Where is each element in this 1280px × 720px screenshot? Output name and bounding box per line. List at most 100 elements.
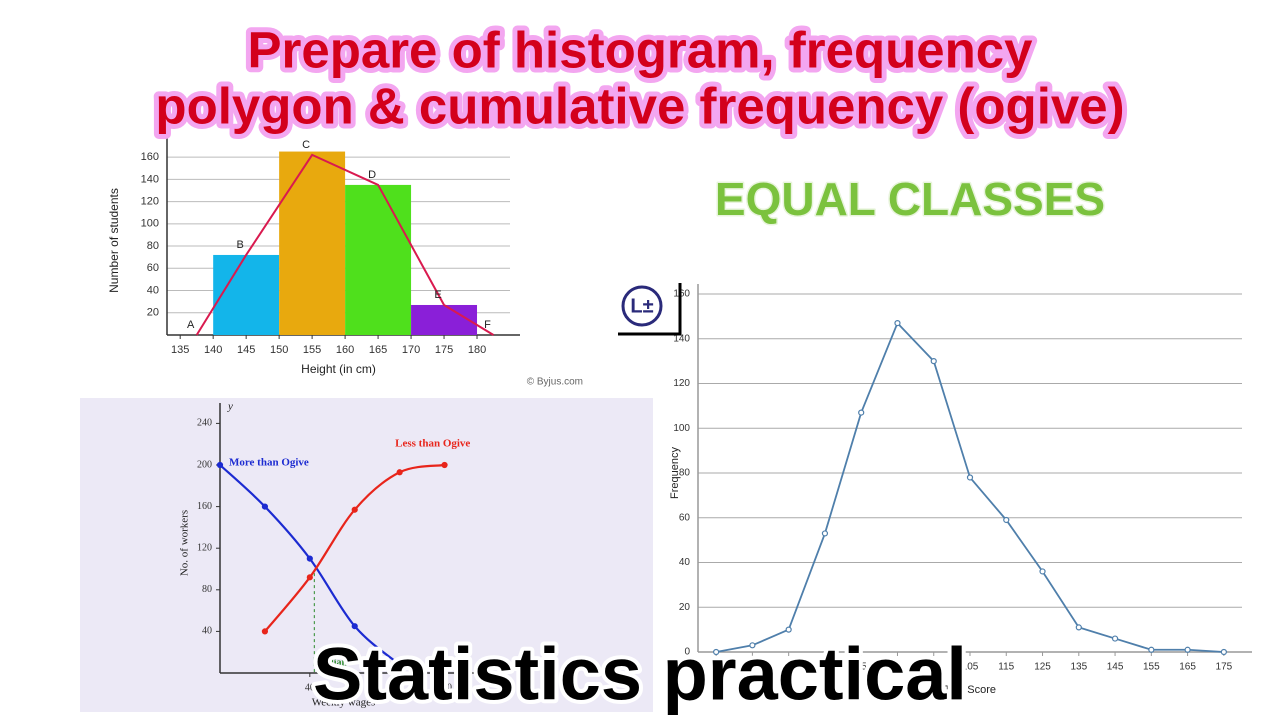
x-tick-label: 75 <box>856 662 868 673</box>
point <box>821 530 829 537</box>
chart: 40 80 120 160 200 240 40 60 100 Weekly wages No. o… <box>179 401 477 709</box>
point <box>1111 635 1119 642</box>
y-tick-label: 140 <box>673 333 690 344</box>
x-tick-label: 160 <box>336 344 354 356</box>
x-tick-label: 140 <box>204 344 222 356</box>
y-tick-label: 60 <box>147 262 159 274</box>
x-tick-label: 175 <box>435 344 453 356</box>
series-line <box>264 463 445 633</box>
x-tick-label: 105 <box>962 662 979 673</box>
x-axis-label: Height (in cm) <box>301 362 376 376</box>
x-tick-label: 40 <box>305 682 315 693</box>
y-tick-label: 160 <box>673 289 690 300</box>
point <box>351 506 358 513</box>
point <box>894 319 901 327</box>
title-line: Prepare of histogram, frequency <box>247 21 1033 78</box>
panel-background <box>80 398 653 712</box>
x-tick-label: 165 <box>369 344 387 356</box>
point-label: E <box>434 289 441 301</box>
point <box>1220 648 1227 656</box>
logo: L± <box>618 283 682 336</box>
point <box>441 461 448 469</box>
bar <box>345 184 412 335</box>
subtitle: EQUAL CLASSES <box>715 173 1105 225</box>
point <box>713 648 720 656</box>
y-tick-label: 60 <box>679 512 691 523</box>
point <box>966 474 974 481</box>
x-tick-label: 135 <box>1070 662 1087 673</box>
y-tick-label: 80 <box>147 240 159 252</box>
y-tick-label: 160 <box>197 501 212 512</box>
y-tick-label: 100 <box>673 423 690 434</box>
point-label: A <box>187 319 195 331</box>
y-tick-label: 120 <box>673 378 690 389</box>
logo-circle <box>621 285 663 327</box>
x-tick-label: 45 <box>747 662 759 673</box>
y-tick-label: 20 <box>147 307 159 319</box>
y-tick-label: 200 <box>197 459 212 470</box>
point-label: C <box>302 139 310 151</box>
point <box>216 461 224 469</box>
median-label: Median <box>314 657 347 668</box>
bar <box>213 254 280 335</box>
bar <box>411 304 478 335</box>
point-label: B <box>236 239 243 251</box>
x-tick-label: 100 <box>437 682 452 693</box>
point <box>306 574 313 581</box>
point <box>261 628 269 635</box>
y-tick-label: 100 <box>141 218 159 230</box>
y-tick-label: 120 <box>197 542 212 553</box>
series-line <box>715 321 1224 653</box>
y-tick-label: 140 <box>141 173 159 185</box>
legend-label: Less than Ogive <box>395 438 470 450</box>
y-tick-label: 40 <box>147 284 159 296</box>
y-tick-label: 20 <box>679 602 691 613</box>
point <box>306 555 313 562</box>
point <box>1148 646 1155 653</box>
bar <box>279 151 346 335</box>
credit: © Byjus.com <box>527 377 583 388</box>
footer-title: Statistics practical <box>313 633 967 716</box>
y-tick-label: 40 <box>679 557 691 568</box>
x-tick-label: 145 <box>237 344 255 356</box>
x-tick-label: 170 <box>402 344 420 356</box>
charts: 20 40 60 80 100 120 140 160 135 140 145 150 155 160 16… <box>107 136 1252 709</box>
frequency-polygon <box>195 153 495 336</box>
point <box>396 469 403 476</box>
x-tick-label: 85 <box>892 662 904 673</box>
point-label: F <box>484 319 491 331</box>
y-tick-label: 80 <box>202 584 212 595</box>
y-tick-label: 40 <box>202 626 212 637</box>
y-axis-label: Number of students <box>107 188 121 293</box>
x-tick-label: 145 <box>1107 662 1124 673</box>
chart: 0 20 40 60 80 100 120 140 160 35 45 55 65 75 85 95 105 11… <box>669 284 1252 696</box>
point <box>785 626 792 633</box>
point <box>1003 516 1010 524</box>
x-tick-label: 125 <box>1034 662 1051 673</box>
x-tick-label: 65 <box>819 662 831 673</box>
point <box>1075 624 1082 631</box>
point <box>261 503 269 510</box>
title-line: polygon & cumulative frequency (ogive) <box>155 77 1124 134</box>
logo-text: L± <box>630 295 653 317</box>
y-axis-label: Frequency <box>669 447 681 499</box>
y-tick-label: 160 <box>141 151 159 163</box>
point <box>749 642 756 649</box>
x-tick-label: 135 <box>171 344 189 356</box>
x-tick-label: 150 <box>270 344 288 356</box>
point <box>1039 568 1046 575</box>
legend-label: More than Ogive <box>229 456 309 468</box>
point <box>396 661 403 668</box>
x-tick-label: 55 <box>783 662 795 673</box>
x-tick-label: 175 <box>1216 662 1233 673</box>
x-tick-label: 115 <box>998 662 1014 673</box>
x-tick-label: 60 <box>350 682 360 693</box>
x-tick-label: 155 <box>303 344 321 356</box>
x-tick-label: 155 <box>1143 662 1160 673</box>
y-tick-label: 240 <box>197 418 212 429</box>
y-tick-label: 80 <box>679 468 691 479</box>
y-tick-label: 0 <box>684 647 690 658</box>
point-label: D <box>368 169 376 181</box>
y-tick-label: 120 <box>141 195 159 207</box>
